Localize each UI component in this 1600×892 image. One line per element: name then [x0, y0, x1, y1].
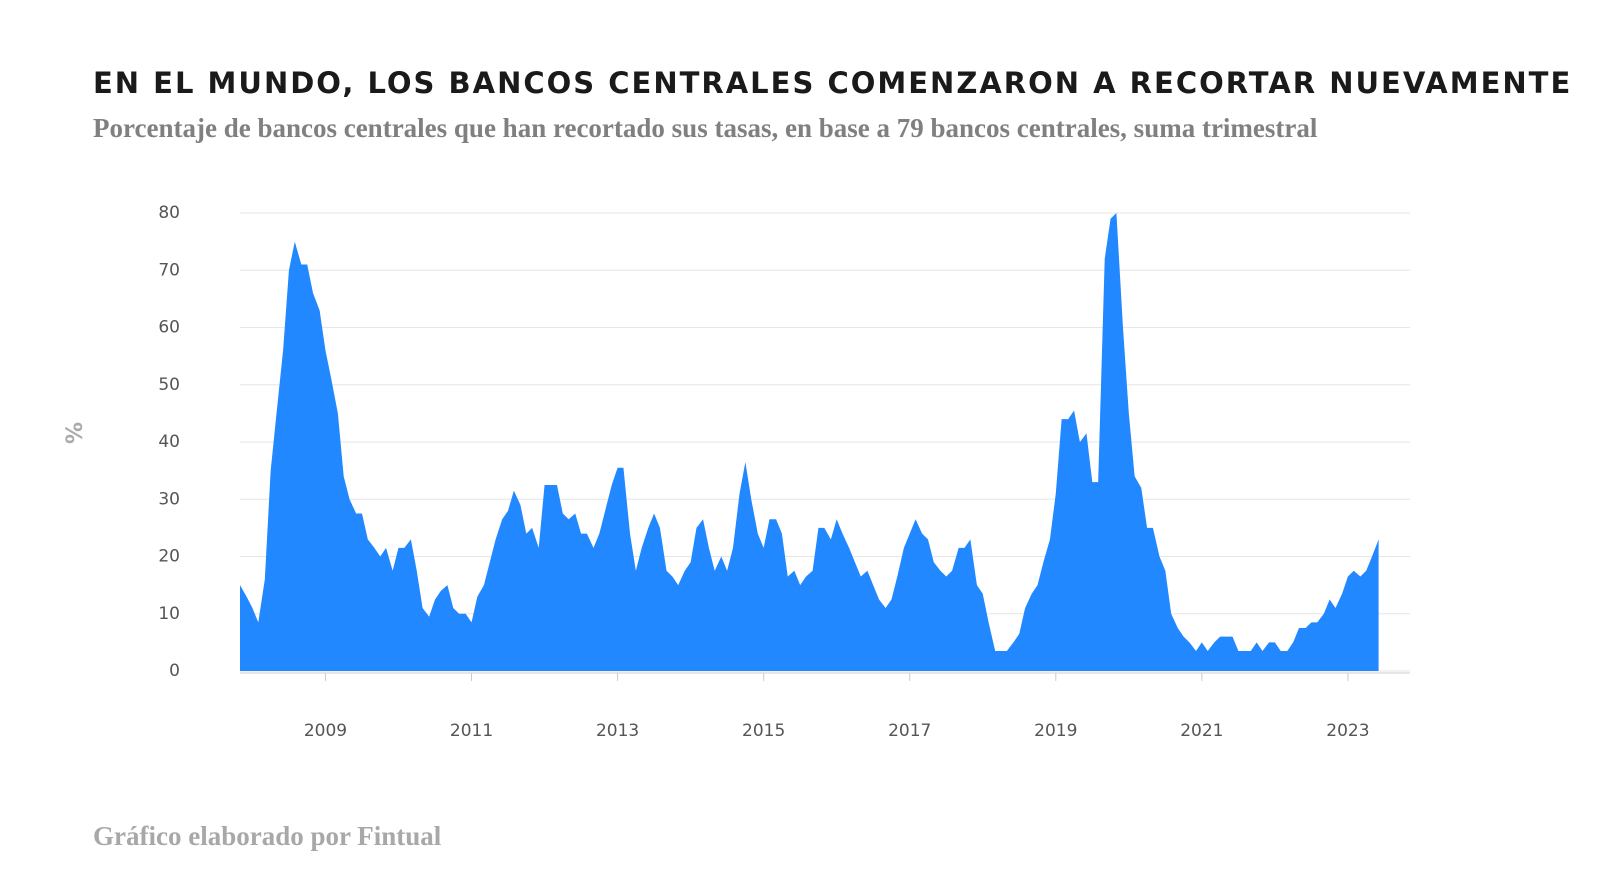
y-tick-label: 60	[158, 318, 180, 338]
x-tick-label: 2011	[450, 721, 493, 741]
y-tick-label: 20	[158, 547, 180, 567]
y-tick-label: 40	[158, 432, 180, 452]
y-tick-label: 70	[158, 260, 180, 280]
x-tick-label: 2019	[1034, 721, 1077, 741]
x-tick-label: 2023	[1326, 721, 1369, 741]
x-tick-label: 2013	[596, 721, 639, 741]
chart-subtitle: Porcentaje de bancos centrales que han r…	[93, 113, 1318, 143]
footer: Gráfico elaborado por Fintual	[93, 821, 442, 851]
x-tick-label: 2009	[304, 721, 347, 741]
x-tick-label: 2015	[742, 721, 785, 741]
y-tick-label: 10	[158, 604, 180, 624]
y-axis-label: %	[63, 422, 88, 444]
y-tick-label: 50	[158, 375, 180, 395]
x-tick-label: 2021	[1180, 721, 1223, 741]
y-tick-label: 30	[158, 489, 180, 509]
y-tick-label: 80	[158, 203, 180, 223]
area	[240, 213, 1379, 671]
chart-title: EN EL MUNDO, LOS BANCOS CENTRALES COMENZ…	[93, 66, 1572, 100]
x-tick-label: 2017	[888, 721, 931, 741]
y-tick-label: 0	[169, 661, 180, 681]
